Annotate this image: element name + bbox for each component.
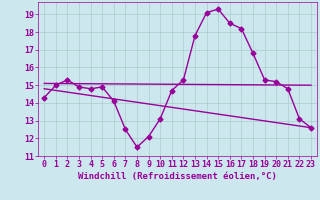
- X-axis label: Windchill (Refroidissement éolien,°C): Windchill (Refroidissement éolien,°C): [78, 172, 277, 181]
